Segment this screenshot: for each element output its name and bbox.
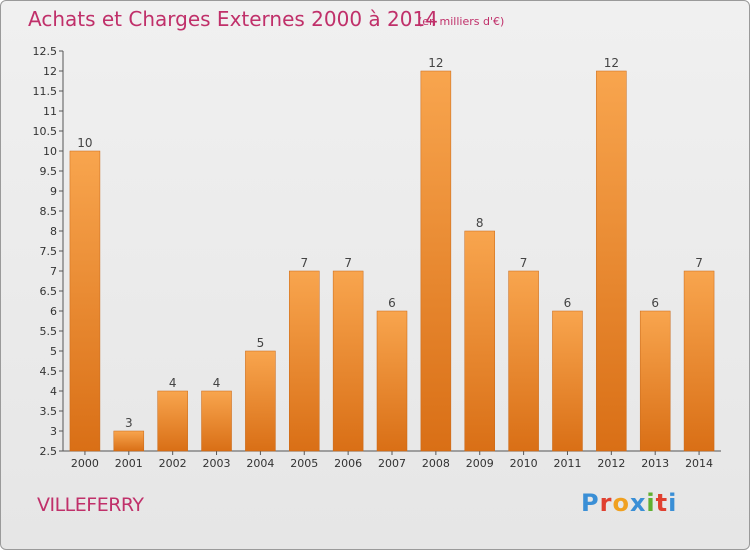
bar [420, 70, 452, 452]
bar [683, 270, 715, 452]
data-label: 12 [428, 56, 443, 70]
y-tick-label: 7 [50, 265, 57, 278]
bar [639, 310, 671, 452]
y-tick-label: 6.5 [40, 285, 58, 298]
x-tick-label: 2007 [378, 457, 406, 470]
y-tick-label: 10 [43, 145, 57, 158]
data-label: 12 [604, 56, 619, 70]
y-tick-label: 10.5 [33, 125, 58, 138]
x-tick-label: 2002 [159, 457, 187, 470]
x-tick-label: 2005 [290, 457, 318, 470]
bar [464, 230, 495, 452]
data-label: 6 [564, 296, 572, 310]
y-tick-label: 9 [50, 185, 57, 198]
data-label: 10 [77, 136, 92, 150]
bar [289, 270, 320, 452]
logo-letter: i [646, 489, 656, 517]
x-tick-label: 2000 [71, 457, 99, 470]
logo-letter: o [612, 489, 630, 517]
chart-title: Achats et Charges Externes 2000 à 2014 [28, 7, 438, 31]
city-name: VILLEFERRY [37, 494, 144, 516]
logo-letter: P [581, 489, 600, 517]
logo-letter: t [655, 489, 669, 517]
logo-letter: r [599, 489, 613, 517]
bar [596, 70, 627, 452]
y-tick-label: 3.5 [40, 405, 58, 418]
y-tick-label: 4.5 [40, 365, 58, 378]
bar [376, 310, 408, 452]
bar [552, 310, 583, 452]
y-tick-label: 8 [50, 225, 57, 238]
x-tick-label: 2012 [597, 457, 625, 470]
x-tick-label: 2004 [246, 457, 274, 470]
bar [201, 390, 232, 452]
y-tick-label: 4 [50, 385, 57, 398]
bar [113, 430, 145, 452]
data-label: 7 [520, 256, 528, 270]
bar [332, 270, 364, 452]
data-label: 5 [257, 336, 265, 350]
data-label: 7 [344, 256, 352, 270]
data-label: 4 [169, 376, 177, 390]
x-tick-label: 2013 [641, 457, 669, 470]
y-tick-label: 11 [43, 105, 57, 118]
logo-letter: i [668, 489, 678, 517]
bar [245, 350, 276, 452]
bar [157, 390, 188, 452]
data-label: 4 [213, 376, 221, 390]
x-tick-label: 2010 [510, 457, 538, 470]
x-tick-label: 2001 [115, 457, 143, 470]
y-tick-label: 11.5 [33, 85, 58, 98]
logo-letter: x [629, 489, 647, 517]
y-tick-label: 5 [50, 345, 57, 358]
y-tick-label: 12.5 [33, 45, 58, 58]
y-tick-label: 2.5 [40, 445, 58, 458]
data-label: 6 [388, 296, 396, 310]
y-tick-label: 6 [50, 305, 57, 318]
bar [508, 270, 539, 452]
x-tick-label: 2011 [553, 457, 581, 470]
x-tick-label: 2008 [422, 457, 450, 470]
x-tick-label: 2006 [334, 457, 362, 470]
y-tick-label: 7.5 [40, 245, 58, 258]
y-tick-label: 9.5 [40, 165, 58, 178]
x-tick-label: 2014 [685, 457, 713, 470]
data-label: 7 [300, 256, 308, 270]
data-label: 8 [476, 216, 484, 230]
x-tick-label: 2003 [203, 457, 231, 470]
chart-unit: (en milliers d'€) [418, 15, 505, 28]
y-tick-label: 5.5 [40, 325, 58, 338]
data-label: 6 [651, 296, 659, 310]
bar [69, 150, 101, 452]
x-tick-label: 2009 [466, 457, 494, 470]
y-tick-label: 12 [43, 65, 57, 78]
y-tick-label: 8.5 [40, 205, 58, 218]
proxiti-logo: Proxiti [581, 489, 677, 517]
data-label: 3 [125, 416, 133, 430]
y-tick-label: 3 [50, 425, 57, 438]
data-label: 7 [695, 256, 703, 270]
